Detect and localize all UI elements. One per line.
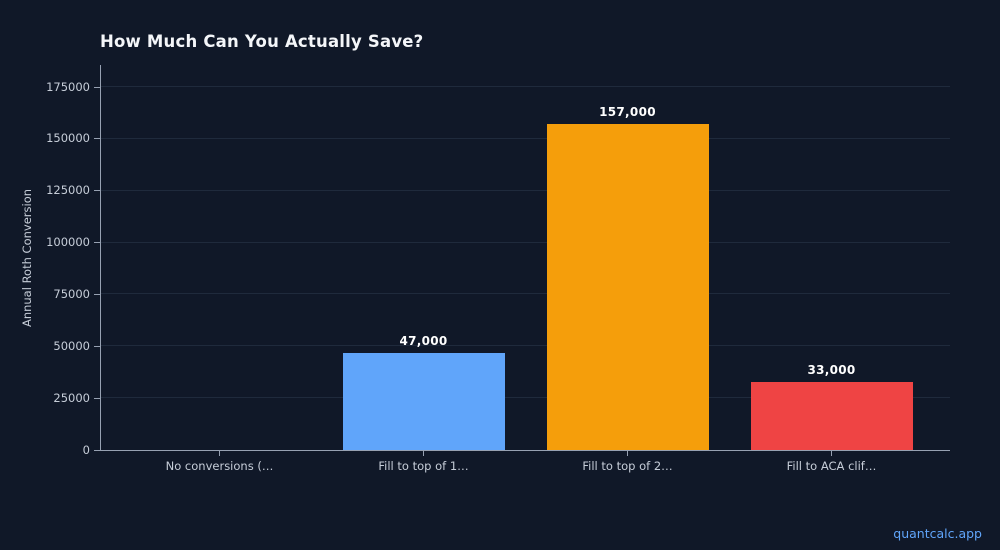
x-tick-mark [219, 451, 220, 456]
bar-value-label: 33,000 [807, 362, 856, 377]
gridline [101, 293, 950, 295]
x-tick-mark [423, 451, 424, 456]
x-tick-mark [831, 451, 832, 456]
y-axis-spine [100, 65, 101, 451]
y-tick-mark [94, 86, 101, 88]
gridline [101, 397, 950, 399]
y-tick-mark [94, 293, 101, 295]
chart-title: How Much Can You Actually Save? [100, 32, 424, 51]
y-tick-label: 50000 [53, 338, 90, 353]
bar-value-label: 157,000 [599, 105, 656, 120]
x-tick-label: Fill to top of 1… [378, 459, 469, 473]
y-tick-label: 125000 [46, 183, 90, 198]
y-tick-mark [94, 190, 101, 192]
gridline [101, 189, 950, 191]
bar-value-label: 47,000 [399, 333, 448, 348]
x-tick-label: No conversions (… [165, 459, 274, 473]
x-tick-mark [627, 451, 628, 456]
bar [342, 352, 505, 450]
bar [750, 381, 913, 450]
quantcalc-link[interactable]: quantcalc.app [893, 526, 982, 541]
plot-area: 47,000 157,000 33,000 [101, 65, 950, 450]
y-tick-label: 150000 [46, 131, 90, 146]
x-tick-label: Fill to ACA clif… [786, 459, 877, 473]
gridline [101, 241, 950, 243]
y-tick-mark [94, 397, 101, 399]
y-tick-label: 25000 [53, 390, 90, 405]
y-tick-label: 100000 [46, 235, 90, 250]
x-axis-spine [100, 450, 950, 451]
gridline [101, 345, 950, 347]
gridline [101, 137, 950, 139]
x-tick-label: Fill to top of 2… [582, 459, 673, 473]
gridline [101, 86, 950, 87]
y-tick-label: 175000 [46, 79, 90, 94]
bar [546, 124, 709, 450]
y-tick-label: 0 [82, 442, 90, 457]
y-tick-mark [94, 345, 101, 347]
y-tick-label: 75000 [53, 286, 90, 301]
y-tick-mark [94, 242, 101, 244]
y-tick-mark [94, 449, 101, 451]
y-tick-mark [94, 138, 101, 140]
